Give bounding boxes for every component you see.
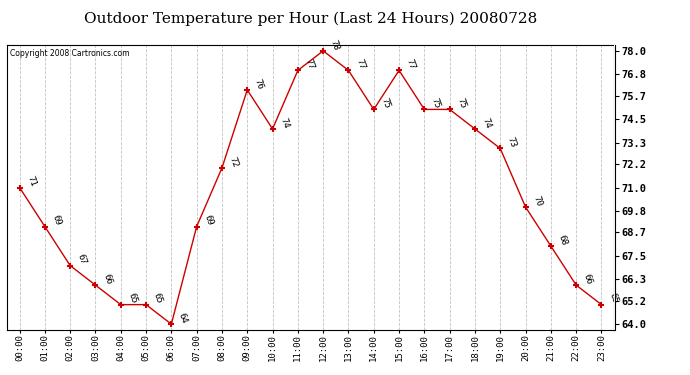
Text: 72: 72	[228, 155, 239, 169]
Text: 76: 76	[253, 77, 265, 90]
Text: 73: 73	[506, 136, 518, 149]
Text: 77: 77	[354, 58, 366, 71]
Text: 77: 77	[304, 58, 315, 71]
Text: 68: 68	[556, 234, 569, 247]
Text: 65: 65	[152, 292, 164, 305]
Text: 74: 74	[278, 116, 290, 129]
Text: 75: 75	[455, 97, 467, 110]
Text: 69: 69	[50, 214, 63, 227]
Text: 71: 71	[25, 175, 37, 188]
Text: 70: 70	[531, 195, 543, 208]
Text: 77: 77	[404, 58, 417, 71]
Text: 66: 66	[101, 273, 113, 286]
Text: 75: 75	[430, 97, 442, 110]
Text: 74: 74	[480, 116, 493, 129]
Text: Copyright 2008 Cartronics.com: Copyright 2008 Cartronics.com	[10, 49, 130, 58]
Text: 65: 65	[126, 292, 139, 305]
Text: Outdoor Temperature per Hour (Last 24 Hours) 20080728: Outdoor Temperature per Hour (Last 24 Ho…	[84, 11, 537, 26]
Text: 66: 66	[582, 273, 594, 286]
Text: 78: 78	[328, 38, 341, 51]
Text: 64: 64	[177, 312, 189, 325]
Text: 65: 65	[607, 292, 619, 305]
Text: 69: 69	[202, 214, 215, 227]
Text: 67: 67	[76, 253, 88, 266]
Text: 75: 75	[380, 97, 391, 110]
